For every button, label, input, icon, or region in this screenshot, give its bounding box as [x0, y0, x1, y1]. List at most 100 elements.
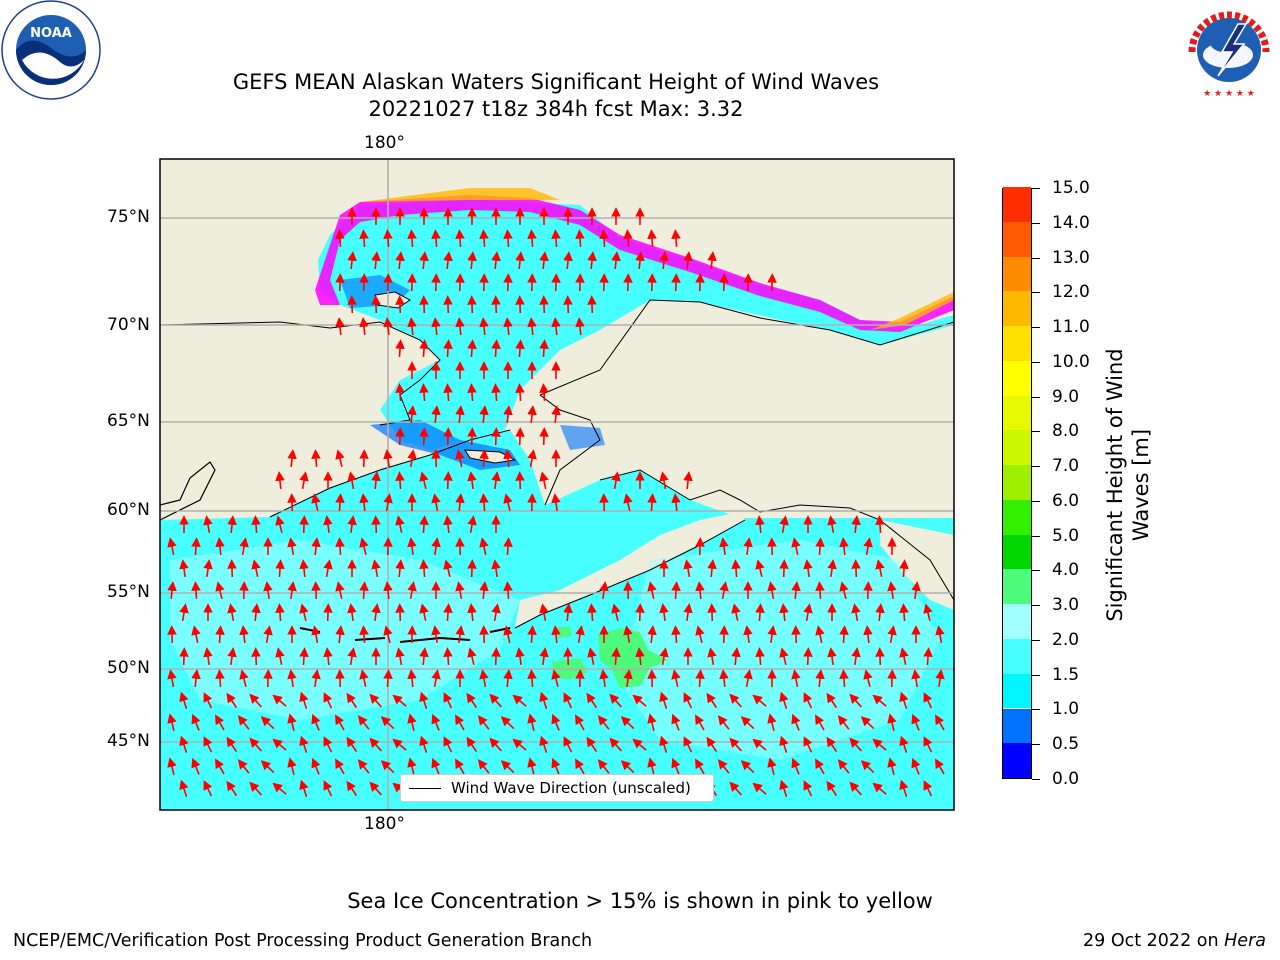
- wind-wave-arrow: [563, 692, 573, 709]
- wind-wave-arrow: [275, 647, 285, 665]
- wind-wave-arrow: [167, 757, 177, 775]
- wind-wave-arrow: [227, 515, 237, 534]
- wind-wave-arrow: [503, 405, 513, 424]
- wind-wave-arrow: [346, 736, 358, 753]
- wind-wave-arrow: [491, 603, 501, 622]
- wind-wave-arrow: [837, 759, 850, 774]
- wind-wave-arrow: [239, 669, 249, 687]
- wind-wave-arrow: [923, 647, 933, 666]
- wind-wave-arrow: [489, 737, 502, 752]
- wind-wave-arrow: [215, 669, 225, 688]
- wind-wave-arrow: [260, 760, 275, 774]
- wind-wave-arrow: [407, 449, 417, 468]
- wind-wave-arrow: [752, 738, 767, 751]
- wind-wave-arrow: [899, 735, 909, 753]
- wind-wave-arrows: [167, 207, 945, 797]
- wind-wave-arrow: [911, 669, 921, 688]
- wind-wave-arrow: [899, 691, 909, 709]
- wind-wave-arrow: [635, 251, 645, 270]
- wind-wave-arrow: [167, 537, 177, 555]
- colorbar-segment: [1003, 604, 1031, 639]
- wind-wave-arrow: [431, 713, 441, 731]
- wind-wave-arrow: [707, 559, 717, 578]
- wind-wave-arrow: [215, 714, 225, 731]
- footer-date-text: 29 Oct 2022 on: [1083, 931, 1225, 951]
- wind-wave-arrow: [419, 295, 429, 314]
- wind-wave-arrow: [863, 669, 873, 687]
- wind-wave-arrow: [479, 669, 489, 688]
- wind-wave-arrow: [311, 625, 321, 644]
- wind-wave-arrow: [395, 471, 405, 490]
- colorbar-tick-label: 2.0: [1052, 629, 1080, 650]
- footer-date: 29 Oct 2022 on Hera: [1083, 931, 1266, 951]
- wind-wave-arrow: [719, 273, 729, 292]
- wind-wave-arrow: [191, 669, 201, 688]
- wind-wave-arrow: [851, 559, 861, 578]
- wind-wave-arrow: [779, 515, 789, 534]
- wind-wave-arrow: [455, 581, 465, 600]
- colorbar-segment: [1003, 395, 1031, 431]
- wind-wave-arrow: [515, 383, 525, 402]
- wind-wave-arrow: [575, 229, 585, 248]
- wind-wave-arrow: [383, 317, 393, 336]
- wind-wave-arrow: [455, 714, 465, 731]
- wind-wave-arrow: [431, 493, 441, 512]
- wind-wave-arrow: [717, 759, 730, 774]
- wind-wave-arrow: [717, 715, 730, 730]
- lat-label-50: 50°N: [107, 658, 150, 678]
- wind-wave-arrow: [767, 581, 777, 600]
- wind-wave-arrow: [597, 759, 610, 774]
- colorbar-tick-label: 0.0: [1052, 769, 1080, 789]
- wind-wave-arrow: [935, 714, 945, 731]
- wind-wave-arrow: [287, 449, 297, 468]
- wind-wave-arrow: [380, 760, 395, 774]
- wind-wave-arrow: [620, 760, 635, 774]
- wind-wave-arrow: [346, 780, 358, 797]
- wind-wave-arrow: [500, 716, 515, 730]
- wind-wave-arrow: [695, 581, 705, 600]
- wind-wave-arrow: [395, 383, 405, 402]
- wind-wave-arrow: [683, 603, 693, 622]
- arctic-waters: [318, 200, 954, 450]
- wind-wave-arrow: [767, 757, 777, 775]
- sea-ice-note: Sea Ice Concentration > 15% is shown in …: [347, 889, 933, 913]
- wind-wave-arrow: [503, 537, 513, 556]
- wind-wave-arrow: [803, 603, 813, 622]
- wind-wave-arrow: [503, 493, 513, 511]
- wind-wave-arrow: [863, 625, 873, 644]
- wind-wave-arrow: [527, 273, 537, 292]
- wind-wave-arrow: [299, 559, 309, 578]
- wind-wave-arrow: [479, 537, 489, 555]
- wind-wave-arrow: [671, 669, 681, 687]
- wind-wave-arrow: [695, 625, 705, 643]
- wind-wave-arrow: [419, 383, 429, 402]
- wind-wave-arrow: [563, 251, 573, 270]
- wind-wave-arrow: [479, 493, 489, 512]
- colorbar-title-line1: Significant Height of Wind: [1103, 348, 1127, 622]
- wind-wave-arrow: [226, 692, 238, 709]
- lat-label-55: 55°N: [107, 582, 150, 602]
- wind-wave-arrow: [359, 229, 369, 248]
- wind-wave-arrow: [383, 537, 393, 556]
- wind-wave-arrow: [887, 581, 897, 600]
- wind-wave-arrow: [167, 625, 177, 644]
- wind-wave-arrow: [323, 515, 333, 534]
- nws-logo: ★ ★ ★ ★ ★: [1181, 2, 1277, 99]
- wind-wave-arrow: [815, 537, 825, 556]
- wind-wave-arrow: [647, 713, 657, 731]
- wind-wave-arrow: [575, 758, 585, 775]
- wind-wave-arrow: [346, 692, 358, 709]
- wind-wave-arrow: [407, 273, 417, 292]
- wind-wave-arrow: [683, 251, 693, 270]
- wind-wave-arrow: [383, 229, 393, 248]
- wind-wave-arrow: [311, 581, 321, 600]
- wind-wave-arrow: [527, 625, 537, 644]
- colorbar-tick: [1032, 709, 1040, 711]
- colorbar-tick-label: 12.0: [1052, 282, 1090, 303]
- wind-wave-arrow: [383, 669, 393, 688]
- wind-wave-arrow: [512, 694, 527, 707]
- colorbar-tick-label: 6.0: [1052, 490, 1080, 511]
- wind-wave-arrow: [875, 603, 885, 622]
- high-wave-patch: [598, 628, 668, 688]
- colorbar-segment: [1003, 638, 1031, 674]
